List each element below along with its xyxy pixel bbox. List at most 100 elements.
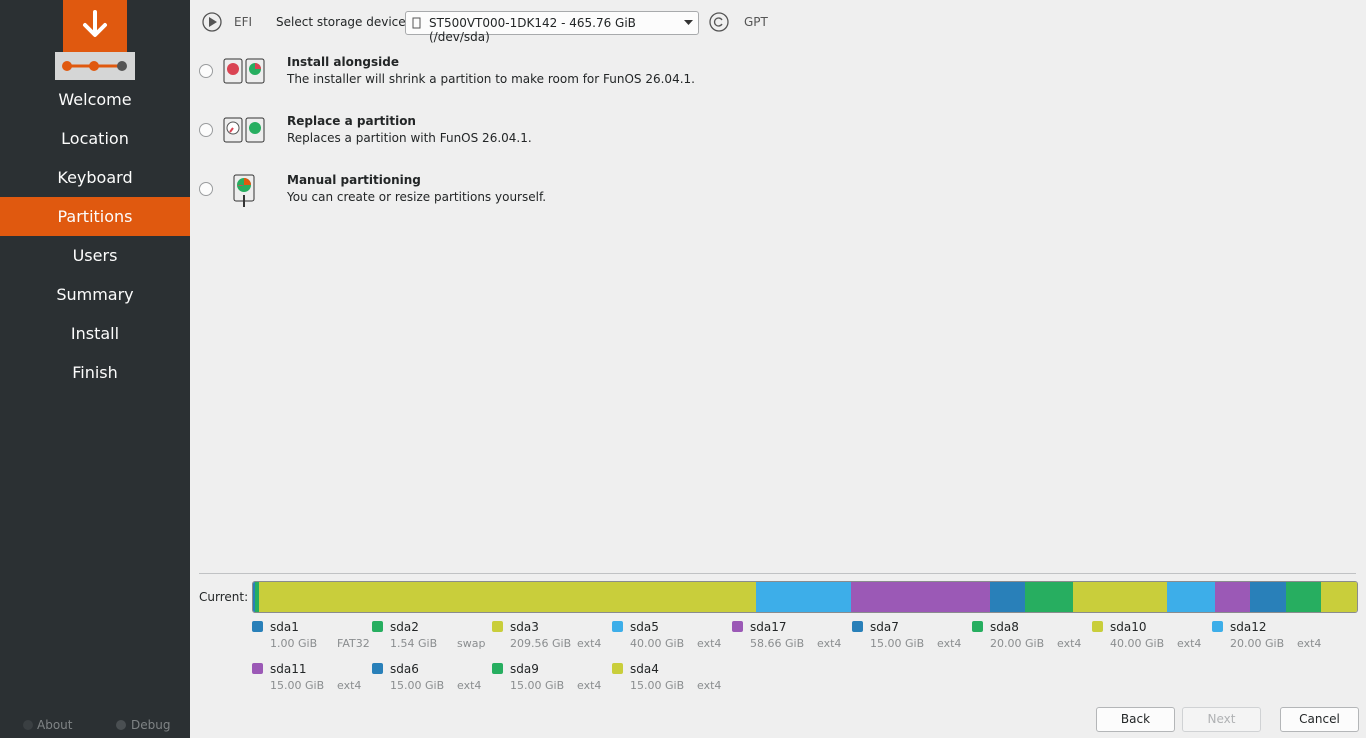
- partition-segment: [1250, 582, 1286, 612]
- nav-item[interactable]: Users: [72, 246, 118, 265]
- button[interactable]: Cancel: [1280, 707, 1359, 732]
- partition-filesystem: FAT32: [337, 637, 370, 650]
- partition-filesystem: ext4: [697, 637, 722, 650]
- option-title[interactable]: Manual partitioning: [287, 173, 421, 187]
- device-label: Select storage device:: [276, 15, 410, 29]
- partition-segment: [1072, 582, 1168, 612]
- partition-size: 15.00 GiB: [630, 679, 685, 692]
- partition-filesystem: ext4: [337, 679, 362, 692]
- legend-swatch: [972, 621, 983, 632]
- nav-item[interactable]: Location: [61, 129, 129, 148]
- partition-name: sda9: [510, 662, 539, 676]
- partition-size: 40.00 GiB: [630, 637, 685, 650]
- partition-name: sda4: [630, 662, 659, 676]
- option-title[interactable]: Install alongside: [287, 55, 399, 69]
- nav-item[interactable]: Summary: [56, 285, 134, 304]
- sidebar: Welcome Location Keyboard Partitions Users Su…: [0, 0, 190, 738]
- partition-size: 1.54 GiB: [390, 637, 438, 650]
- legend-swatch: [372, 621, 383, 632]
- legend-swatch: [732, 621, 743, 632]
- legend-swatch: [492, 621, 503, 632]
- boot-mode: EFI: [234, 15, 253, 29]
- partition-segment: [989, 582, 1026, 612]
- legend-swatch: [252, 621, 263, 632]
- partition-name: sda6: [390, 662, 419, 676]
- partition-filesystem: ext4: [697, 679, 722, 692]
- option-radio[interactable]: [199, 182, 213, 196]
- option-icon: [223, 58, 265, 84]
- partition-size: 20.00 GiB: [990, 637, 1045, 650]
- about-link[interactable]: About: [37, 718, 73, 732]
- partition-size: 15.00 GiB: [870, 637, 925, 650]
- partition-segment: [850, 582, 990, 612]
- disk-icon: [412, 17, 421, 29]
- partition-size: 15.00 GiB: [390, 679, 445, 692]
- nav-item[interactable]: Welcome: [58, 90, 132, 109]
- debug-link[interactable]: Debug: [131, 718, 171, 732]
- partition-segment: [255, 582, 260, 612]
- partition-filesystem: ext4: [457, 679, 482, 692]
- legend-swatch: [372, 663, 383, 674]
- option-icon: [233, 174, 255, 207]
- legend-swatch: [492, 663, 503, 674]
- partition-filesystem: ext4: [577, 637, 602, 650]
- option-radio[interactable]: [199, 123, 213, 137]
- nav-item[interactable]: Keyboard: [57, 168, 133, 187]
- partition-size: 1.00 GiB: [270, 637, 318, 650]
- partition-segment: [1025, 582, 1073, 612]
- refresh-icon[interactable]: [708, 11, 730, 33]
- partition-name: sda3: [510, 620, 539, 634]
- option-description: You can create or resize partitions your…: [287, 190, 547, 204]
- partition-name: sda5: [630, 620, 659, 634]
- debug-icon: [116, 720, 126, 730]
- partition-name: sda12: [1230, 620, 1267, 634]
- partition-size: 40.00 GiB: [1110, 637, 1165, 650]
- separator: [199, 573, 1356, 574]
- partition-segment: [1214, 582, 1251, 612]
- partition-size: 58.66 GiB: [750, 637, 805, 650]
- partition-size: 209.56 GiB: [510, 637, 572, 650]
- legend-swatch: [612, 621, 623, 632]
- option-radio[interactable]: [199, 64, 213, 78]
- partition-name: sda8: [990, 620, 1019, 634]
- dropdown-arrow: [684, 20, 693, 25]
- legend-swatch: [1092, 621, 1103, 632]
- partition-name: sda2: [390, 620, 419, 634]
- legend-swatch: [252, 663, 263, 674]
- option-description: Replaces a partition with FunOS 26.04.1.: [287, 131, 532, 145]
- nav-item[interactable]: Partitions: [0, 197, 190, 236]
- partition-segment: [1321, 582, 1357, 612]
- partition-segment: [1285, 582, 1322, 612]
- partition-name: sda1: [270, 620, 299, 634]
- partition-name: sda17: [750, 620, 787, 634]
- efi-icon: [202, 12, 222, 32]
- option-description: The installer will shrink a partition to…: [287, 72, 695, 86]
- about-icon: [23, 720, 33, 730]
- partition-filesystem: ext4: [1297, 637, 1322, 650]
- partition-size: 15.00 GiB: [270, 679, 325, 692]
- partition-filesystem: swap: [457, 637, 486, 650]
- option-icon: [223, 117, 265, 143]
- current-label: Current:: [199, 590, 249, 604]
- partition-filesystem: ext4: [1177, 637, 1202, 650]
- device-combobox[interactable]: ST500VT000-1DK142 - 465.76 GiB (/dev/sda…: [405, 11, 699, 44]
- button: Next: [1182, 707, 1261, 732]
- partition-segment: [259, 582, 756, 612]
- legend-swatch: [1212, 621, 1223, 632]
- partition-size: 20.00 GiB: [1230, 637, 1285, 650]
- nav-item[interactable]: Install: [70, 324, 120, 343]
- legend-swatch: [852, 621, 863, 632]
- partition-bar: [252, 581, 1358, 613]
- partition-segment: [755, 582, 851, 612]
- partition-filesystem: ext4: [577, 679, 602, 692]
- legend-swatch: [612, 663, 623, 674]
- partition-filesystem: ext4: [937, 637, 962, 650]
- nav-item[interactable]: Finish: [72, 363, 118, 382]
- partition-table: GPT: [744, 15, 768, 29]
- partition-segment: [1167, 582, 1215, 612]
- partition-filesystem: ext4: [1057, 637, 1082, 650]
- button[interactable]: Back: [1096, 707, 1175, 732]
- partition-name: sda11: [270, 662, 307, 676]
- option-title[interactable]: Replace a partition: [287, 114, 416, 128]
- partition-filesystem: ext4: [817, 637, 842, 650]
